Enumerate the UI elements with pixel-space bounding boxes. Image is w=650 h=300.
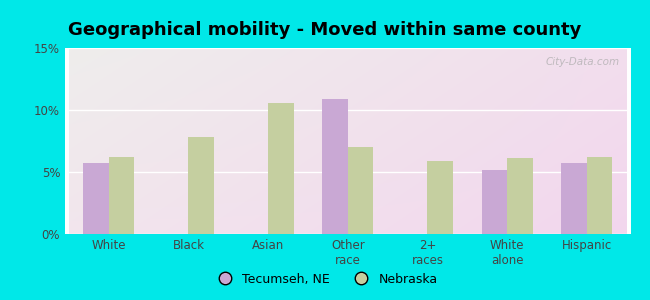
Legend: Tecumseh, NE, Nebraska: Tecumseh, NE, Nebraska bbox=[207, 268, 443, 291]
Bar bbox=[268, 103, 294, 234]
Text: Geographical mobility - Moved within same county: Geographical mobility - Moved within sam… bbox=[68, 21, 582, 39]
Bar bbox=[83, 163, 109, 234]
Bar bbox=[428, 161, 453, 234]
Bar bbox=[482, 169, 507, 234]
Bar bbox=[507, 158, 532, 234]
Bar bbox=[109, 157, 135, 234]
Bar bbox=[587, 157, 612, 234]
Bar bbox=[322, 99, 348, 234]
Bar bbox=[188, 137, 214, 234]
Bar bbox=[348, 147, 373, 234]
Bar bbox=[561, 163, 587, 234]
Text: City-Data.com: City-Data.com bbox=[545, 57, 619, 67]
